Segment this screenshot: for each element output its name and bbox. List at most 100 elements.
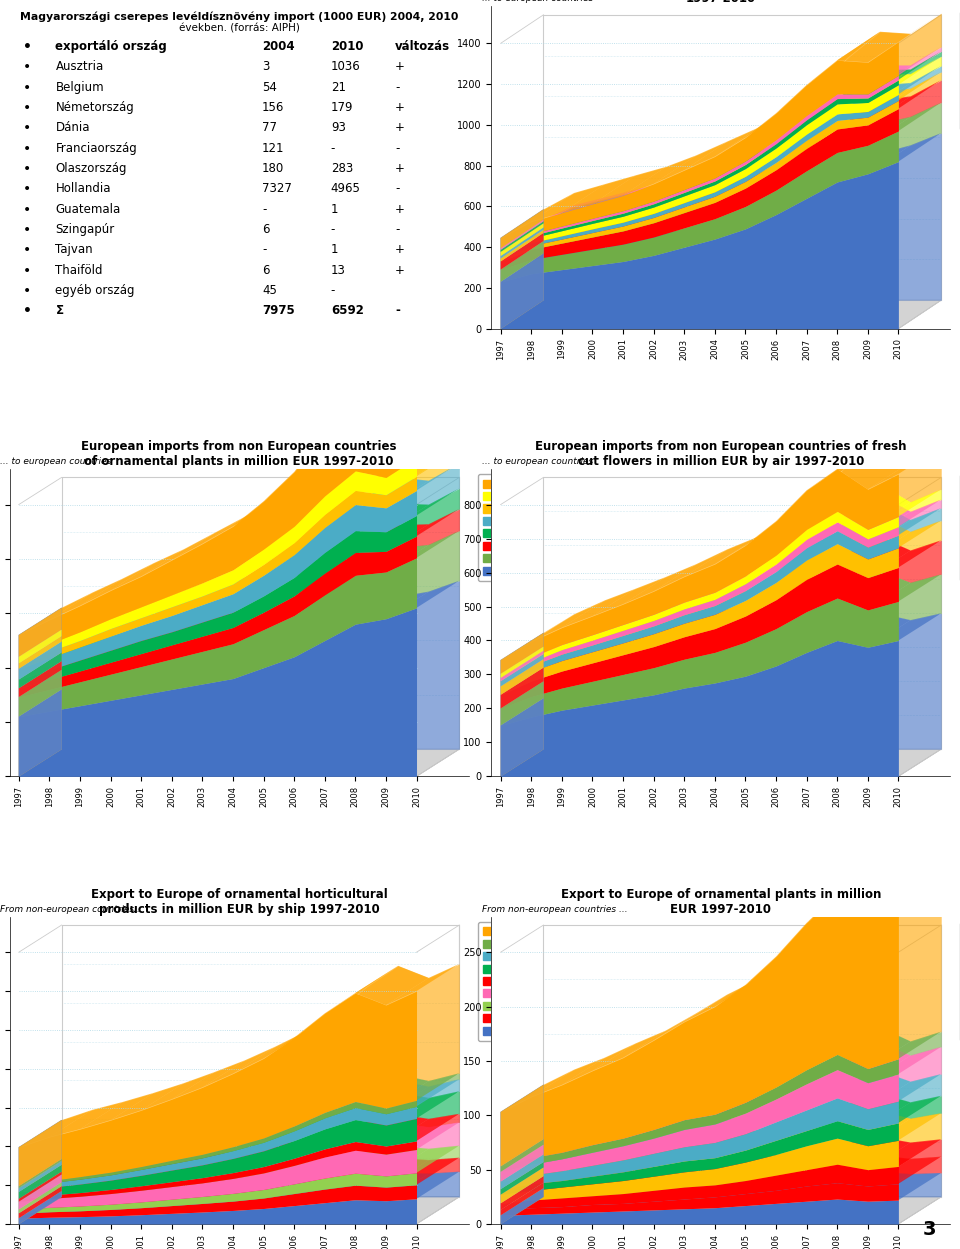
Polygon shape [324, 477, 398, 527]
Polygon shape [592, 197, 666, 232]
Polygon shape [233, 641, 306, 678]
Polygon shape [531, 215, 605, 250]
Polygon shape [806, 65, 880, 115]
Polygon shape [654, 587, 727, 626]
Polygon shape [776, 1174, 850, 1203]
Title: European imports from non European countries
of ornamental plants in million EUR: European imports from non European count… [82, 440, 396, 468]
Polygon shape [745, 1113, 819, 1150]
Text: Olaszország: Olaszország [56, 162, 127, 175]
Polygon shape [141, 662, 215, 694]
Polygon shape [324, 1123, 398, 1157]
Polygon shape [868, 508, 941, 547]
Polygon shape [264, 1099, 337, 1138]
Polygon shape [806, 124, 880, 171]
Polygon shape [592, 1144, 666, 1177]
Polygon shape [776, 1119, 850, 1154]
Polygon shape [868, 541, 941, 577]
Polygon shape [868, 1074, 941, 1109]
Polygon shape [654, 610, 727, 647]
Polygon shape [501, 647, 543, 678]
Polygon shape [592, 647, 666, 681]
Polygon shape [654, 164, 727, 204]
Polygon shape [623, 1110, 696, 1145]
Text: exportáló ország: exportáló ország [56, 40, 167, 54]
Polygon shape [141, 580, 215, 618]
Polygon shape [501, 214, 574, 256]
Polygon shape [294, 1175, 368, 1205]
Text: -: - [262, 202, 266, 216]
Text: -: - [396, 224, 399, 236]
Polygon shape [684, 1130, 757, 1162]
Polygon shape [776, 896, 850, 957]
Text: 6592: 6592 [331, 305, 364, 317]
Polygon shape [386, 1158, 459, 1187]
Polygon shape [501, 689, 574, 726]
Polygon shape [203, 1174, 276, 1204]
Text: +: + [396, 202, 405, 216]
Polygon shape [806, 485, 880, 530]
Polygon shape [355, 545, 429, 576]
Polygon shape [324, 443, 398, 496]
Polygon shape [172, 1138, 245, 1170]
Polygon shape [806, 1043, 880, 1084]
Polygon shape [501, 205, 574, 249]
Polygon shape [294, 1102, 368, 1140]
Polygon shape [172, 568, 245, 607]
Polygon shape [80, 1153, 154, 1184]
Polygon shape [264, 588, 337, 629]
Polygon shape [501, 210, 543, 328]
Polygon shape [294, 487, 368, 542]
Polygon shape [49, 678, 123, 711]
Polygon shape [501, 1162, 543, 1194]
Polygon shape [837, 116, 911, 152]
Polygon shape [80, 1177, 154, 1207]
Polygon shape [501, 1085, 543, 1224]
Polygon shape [715, 573, 788, 615]
Polygon shape [868, 134, 941, 174]
Text: Szingapúr: Szingapúr [56, 224, 115, 236]
Polygon shape [355, 1123, 429, 1154]
Polygon shape [654, 161, 727, 201]
Text: 7327: 7327 [262, 182, 292, 195]
Polygon shape [562, 192, 636, 229]
Polygon shape [264, 1113, 337, 1150]
Polygon shape [19, 1159, 61, 1188]
Text: 7975: 7975 [262, 305, 295, 317]
Text: Tajvan: Tajvan [56, 244, 93, 256]
Polygon shape [172, 1127, 245, 1160]
Polygon shape [623, 185, 696, 222]
Text: -: - [331, 284, 335, 297]
Polygon shape [19, 1172, 61, 1202]
Polygon shape [562, 624, 636, 661]
Polygon shape [19, 1120, 61, 1187]
Polygon shape [868, 1157, 941, 1187]
Polygon shape [49, 605, 123, 643]
Polygon shape [837, 1110, 911, 1145]
Polygon shape [531, 1179, 605, 1208]
Polygon shape [355, 477, 429, 508]
Polygon shape [868, 521, 941, 560]
Polygon shape [19, 629, 61, 663]
Polygon shape [294, 987, 368, 1038]
Polygon shape [19, 624, 92, 663]
Polygon shape [837, 503, 911, 547]
Polygon shape [110, 550, 184, 591]
Polygon shape [776, 120, 850, 170]
Polygon shape [501, 1148, 574, 1182]
Text: 121: 121 [262, 141, 284, 155]
Polygon shape [806, 517, 880, 560]
Polygon shape [233, 1139, 306, 1173]
Polygon shape [501, 634, 574, 678]
Polygon shape [776, 626, 850, 666]
Polygon shape [324, 1147, 398, 1178]
Text: •: • [23, 305, 33, 318]
Polygon shape [806, 92, 880, 140]
Polygon shape [623, 194, 696, 231]
Polygon shape [684, 211, 757, 247]
Polygon shape [868, 56, 941, 102]
Polygon shape [745, 602, 819, 642]
Text: From non-european countries...: From non-european countries... [0, 904, 143, 914]
Polygon shape [49, 654, 123, 689]
Polygon shape [501, 254, 543, 328]
Polygon shape [501, 659, 543, 694]
